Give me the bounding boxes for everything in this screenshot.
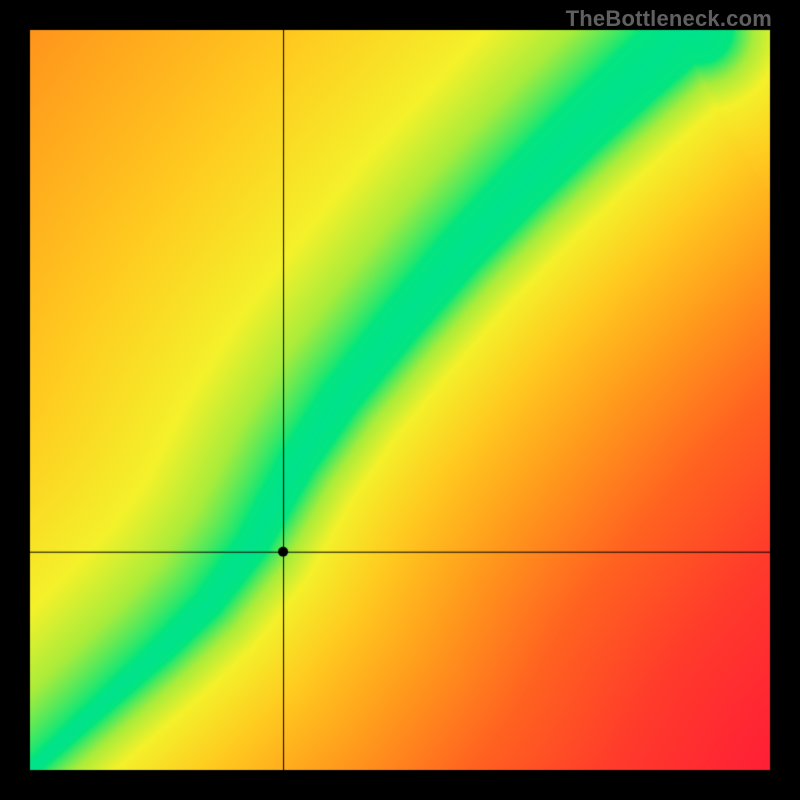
bottleneck-heatmap bbox=[0, 0, 800, 800]
chart-container: TheBottleneck.com bbox=[0, 0, 800, 800]
watermark-text: TheBottleneck.com bbox=[566, 6, 772, 32]
